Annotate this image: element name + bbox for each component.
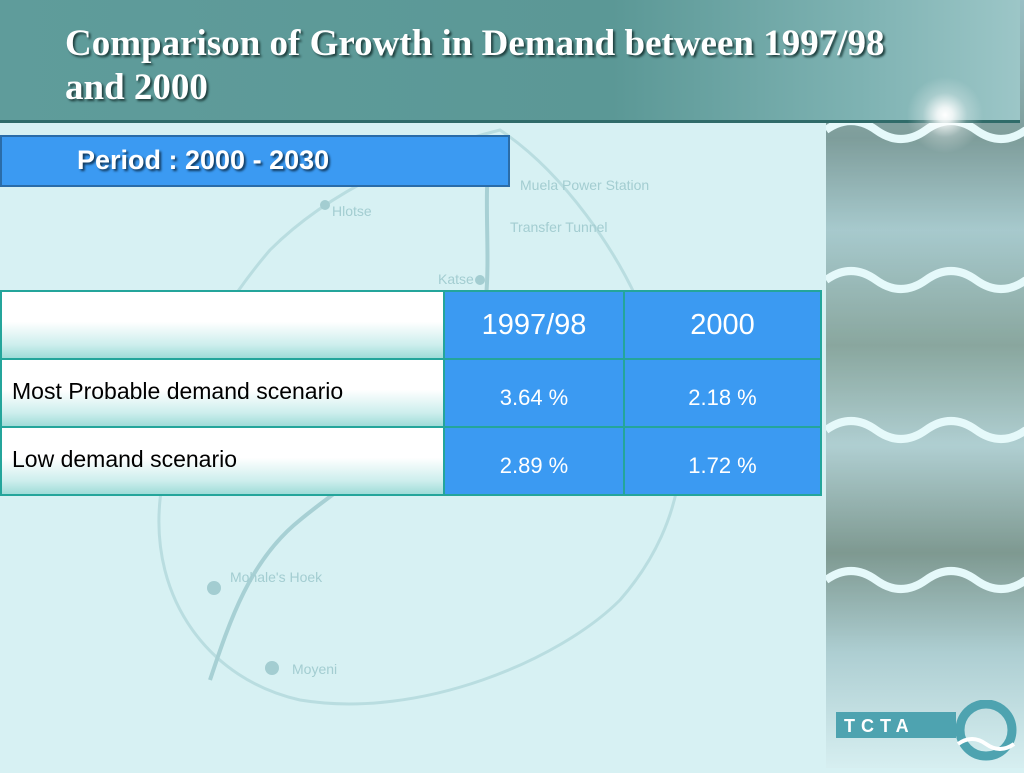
column-header-1997-98: 1997/98	[443, 290, 625, 360]
map-outline	[157, 128, 683, 706]
period-box: Period : 2000 - 2030	[0, 135, 510, 187]
logo-ring	[955, 700, 1017, 761]
map-label-moyeni: Moyeni	[292, 661, 337, 677]
logo-bar	[836, 712, 956, 738]
value-cell: 2.18 %	[623, 358, 822, 428]
logo-text: TCTA	[844, 716, 915, 736]
value-low-demand-1997-98: 2.89 %	[499, 453, 569, 478]
period-label: Period : 2000 - 2030	[77, 145, 330, 175]
map-label-transfer-tunnel: Transfer Tunnel	[510, 219, 608, 235]
column-header-2000: 2000	[623, 290, 822, 360]
map-label-katse: Katse	[438, 271, 474, 287]
tcta-logo: TCTA	[836, 700, 1017, 761]
row-label-low-demand: Low demand scenario	[12, 446, 238, 472]
title-band	[0, 0, 1020, 123]
map-dot-katse	[475, 275, 485, 285]
decorative-photo-strip	[823, 0, 1024, 768]
logo-wave	[956, 737, 1016, 751]
row-label-cell: Low demand scenario	[0, 426, 445, 496]
map-label-hlotse: Hlotse	[332, 203, 372, 219]
table-row: Low demand scenario 2.89 % 1.72 %	[0, 426, 822, 496]
map-label-power-station: Muela Power Station	[520, 177, 649, 193]
value-cell: 1.72 %	[623, 426, 822, 496]
value-most-probable-2000: 2.18 %	[688, 385, 757, 410]
sparkle-decoration	[900, 70, 990, 160]
slide-title: Comparison of Growth in Demand between 1…	[65, 23, 885, 108]
header-blank-cell	[0, 290, 445, 360]
value-most-probable-1997-98: 3.64 %	[499, 385, 569, 410]
table-row: Most Probable demand scenario 3.64 % 2.1…	[0, 358, 822, 428]
demand-growth-table: 1997/98 2000 Most Probable demand scenar…	[0, 290, 822, 496]
value-low-demand-2000: 1.72 %	[688, 453, 757, 478]
table-header-row: 1997/98 2000	[0, 290, 822, 360]
map-dot-moyeni	[265, 661, 279, 675]
row-label-most-probable: Most Probable demand scenario	[12, 378, 344, 404]
map-dot-hlotse	[320, 200, 330, 210]
row-label-cell: Most Probable demand scenario	[0, 358, 445, 428]
map-label-mohales-hoek: Mohale's Hoek	[230, 569, 323, 585]
value-cell: 2.89 %	[443, 426, 625, 496]
value-cell: 3.64 %	[443, 358, 625, 428]
map-dot-mohales-hoek	[207, 581, 221, 595]
